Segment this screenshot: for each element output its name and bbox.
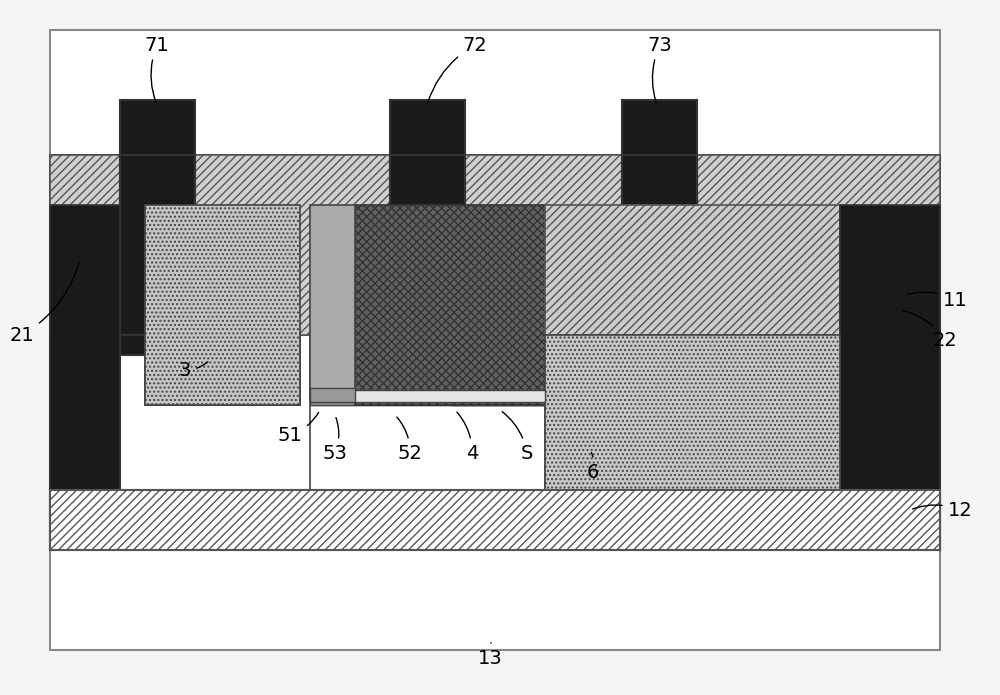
Bar — [50, 155, 940, 335]
Bar — [50, 155, 940, 490]
Bar — [145, 205, 300, 405]
Bar — [120, 155, 195, 335]
Text: 3: 3 — [179, 361, 208, 379]
Bar — [145, 205, 300, 405]
Bar — [622, 100, 697, 355]
Text: S: S — [502, 411, 533, 462]
Bar — [622, 155, 697, 335]
Text: 71: 71 — [145, 35, 169, 102]
Bar — [545, 155, 840, 335]
Text: 12: 12 — [913, 500, 972, 519]
Bar — [120, 100, 195, 355]
Text: 6: 6 — [587, 452, 599, 482]
Bar — [310, 205, 355, 390]
Bar — [145, 205, 300, 405]
Bar — [50, 155, 120, 490]
Bar — [310, 205, 355, 395]
Bar — [50, 155, 940, 335]
Bar — [310, 205, 355, 395]
Bar — [840, 155, 940, 490]
Bar — [450, 395, 545, 405]
Bar — [310, 390, 355, 405]
Text: 21: 21 — [10, 263, 79, 345]
Text: 11: 11 — [908, 291, 967, 309]
Bar — [545, 330, 840, 490]
Text: 73: 73 — [648, 35, 672, 102]
Bar — [390, 100, 465, 355]
Text: 52: 52 — [397, 417, 422, 462]
Bar — [355, 155, 545, 405]
Bar — [310, 395, 545, 405]
Bar — [50, 490, 940, 550]
Bar — [355, 395, 545, 405]
Bar — [545, 205, 840, 335]
Bar — [840, 155, 940, 490]
Text: 13: 13 — [478, 643, 502, 667]
Bar — [50, 205, 120, 490]
Bar — [310, 390, 545, 402]
Text: 22: 22 — [903, 311, 957, 350]
Bar — [310, 388, 355, 402]
Bar — [355, 155, 545, 405]
Text: 53: 53 — [323, 418, 347, 462]
Text: 72: 72 — [428, 35, 487, 102]
Bar — [50, 155, 940, 335]
Bar — [310, 395, 545, 490]
Bar — [50, 490, 940, 550]
Bar — [50, 155, 120, 490]
Text: 51: 51 — [278, 412, 319, 445]
Bar — [390, 155, 465, 335]
Bar — [840, 205, 940, 490]
Bar — [545, 335, 840, 490]
Text: 4: 4 — [457, 412, 478, 462]
Bar — [545, 155, 840, 335]
Bar — [50, 30, 940, 650]
Bar — [355, 205, 545, 405]
